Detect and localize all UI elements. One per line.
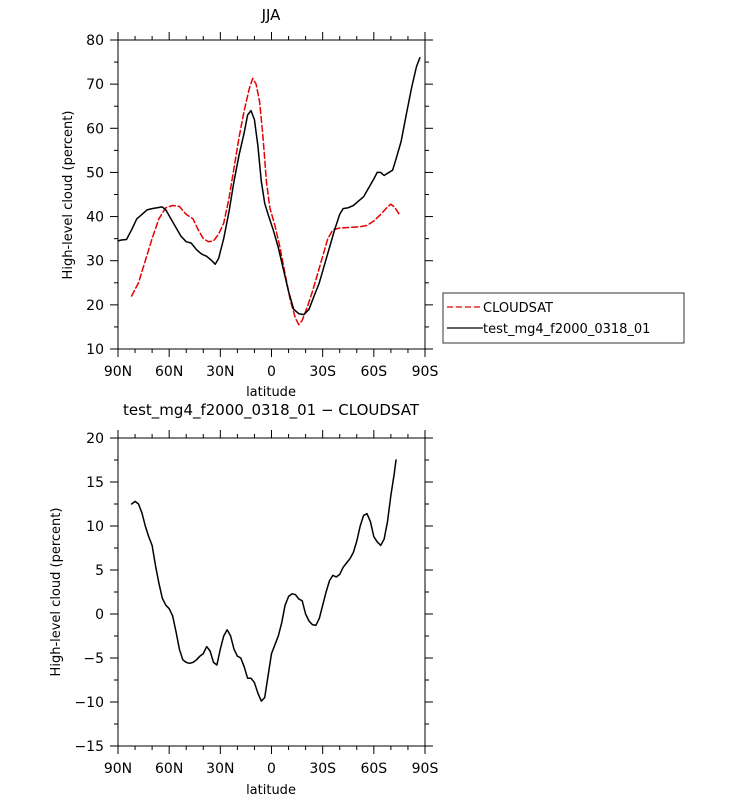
top-panel-ylabel: High-level cloud (percent) bbox=[61, 111, 76, 280]
bottom-series-line-0 bbox=[130, 459, 397, 702]
top-xtick-label: 30S bbox=[309, 364, 336, 380]
legend-label-model: test_mg4_f2000_0318_01 bbox=[483, 322, 650, 337]
top-ytick-label: 50 bbox=[86, 165, 104, 181]
bottom-plot-frame bbox=[117, 437, 426, 747]
top-series-line-1 bbox=[117, 56, 421, 316]
top-panel-title: JJA bbox=[261, 6, 282, 24]
top-ytick-label: 80 bbox=[86, 33, 104, 49]
bottom-xtick-label: 30S bbox=[309, 761, 336, 777]
bottom-panel-ylabel: High-level cloud (percent) bbox=[49, 508, 64, 677]
bottom-ytick-label: 15 bbox=[86, 475, 104, 491]
legend-label-cloudsat: CLOUDSAT bbox=[483, 301, 553, 316]
bottom-xtick-label: 30N bbox=[206, 761, 234, 777]
top-xtick-label: 0 bbox=[267, 364, 276, 380]
bottom-panel: test_mg4_f2000_0318_01 − CLOUDSAT 90N 60N… bbox=[49, 401, 438, 798]
bottom-xtick-label: 0 bbox=[267, 761, 276, 777]
top-ytick-label: 30 bbox=[86, 254, 104, 270]
bottom-ytick-label: 5 bbox=[95, 563, 104, 579]
top-plot-area: 90N 60N 30N 0 30S 60S 90S 10 20 30 40 50 60 70 80 bbox=[86, 32, 438, 380]
top-ytick-label: 40 bbox=[86, 210, 104, 226]
bottom-ytick-label: 0 bbox=[95, 607, 104, 623]
top-ytick-label: 20 bbox=[86, 298, 104, 314]
legend: CLOUDSAT test_mg4_f2000_0318_01 bbox=[442, 292, 685, 344]
bottom-xtick-label: 60N bbox=[155, 761, 183, 777]
bottom-panel-xlabel: latitude bbox=[246, 783, 296, 798]
bottom-xtick-label: 90S bbox=[412, 761, 439, 777]
top-xtick-label: 90S bbox=[412, 364, 439, 380]
bottom-xtick-label: 90N bbox=[104, 761, 132, 777]
top-panel: JJA 90N 60N 30N 0 30S 60S 90S1020304050607080 … bbox=[61, 6, 438, 400]
top-xtick-label: 90N bbox=[104, 364, 132, 380]
bottom-ytick-label: 10 bbox=[86, 519, 104, 535]
top-xtick-label: 30N bbox=[206, 364, 234, 380]
bottom-ytick-label: 20 bbox=[86, 431, 104, 447]
top-xtick-label: 60S bbox=[360, 364, 387, 380]
bottom-xtick-label: 60S bbox=[360, 761, 387, 777]
bottom-ytick-label: −15 bbox=[74, 739, 104, 755]
top-series-line-0 bbox=[130, 77, 401, 326]
top-xtick-label: 60N bbox=[155, 364, 183, 380]
top-plot-frame bbox=[117, 39, 426, 350]
bottom-ytick-label: −10 bbox=[74, 695, 104, 711]
top-panel-xlabel: latitude bbox=[246, 385, 296, 400]
bottom-plot-area: 90N 60N 30N 0 30S 60S 90S −15 −10 −5 0 5 10 15 20 bbox=[74, 430, 438, 777]
bottom-ytick-label: −5 bbox=[83, 651, 104, 667]
top-ytick-label: 10 bbox=[86, 342, 104, 358]
top-ytick-label: 70 bbox=[86, 77, 104, 93]
legend-box bbox=[442, 292, 685, 344]
top-ytick-label: 60 bbox=[86, 121, 104, 137]
bottom-panel-title: test_mg4_f2000_0318_01 − CLOUDSAT bbox=[123, 401, 420, 420]
